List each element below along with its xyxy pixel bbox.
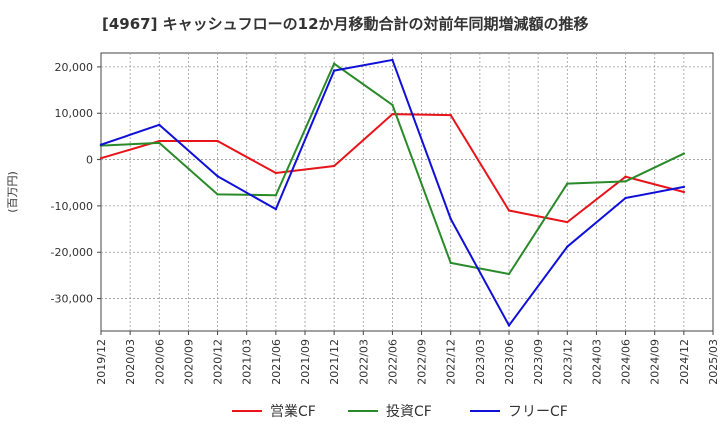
- x-tick-label: 2022/12: [445, 339, 458, 385]
- x-tick-label: 2023/06: [503, 339, 516, 385]
- y-tick-label: 0: [86, 154, 93, 167]
- x-tick-label: 2021/06: [270, 339, 283, 385]
- x-tick-label: 2024/06: [620, 339, 633, 385]
- x-tick-label: 2024/12: [678, 339, 691, 385]
- x-tick-label: 2024/09: [649, 339, 662, 385]
- data-point: [507, 324, 511, 327]
- data-point: [216, 139, 219, 143]
- data-point: [624, 180, 627, 183]
- x-tick-label: 2023/12: [561, 339, 574, 385]
- x-tick-label: 2023/03: [474, 339, 487, 385]
- data-point: [158, 139, 161, 143]
- data-point: [274, 207, 278, 211]
- data-point: [682, 190, 686, 194]
- y-tick-label: 10,000: [55, 107, 94, 120]
- data-point: [391, 103, 394, 107]
- data-point: [624, 175, 627, 178]
- y-tick-label: -10,000: [51, 200, 93, 213]
- x-tick-label: 2020/03: [124, 339, 137, 385]
- data-point: [449, 217, 452, 221]
- x-tick-label: 2020/12: [212, 339, 225, 385]
- chart-title: [4967] キャッシュフローの12か月移動合計の対前年同期増減額の推移: [102, 15, 589, 33]
- data-point: [507, 272, 511, 276]
- data-point: [332, 62, 336, 65]
- data-point: [566, 220, 569, 224]
- data-point: [391, 58, 394, 62]
- data-point: [99, 143, 103, 146]
- data-point: [682, 185, 686, 189]
- data-point: [332, 164, 336, 168]
- x-tick-label: 2021/12: [328, 339, 341, 385]
- y-tick-label: -20,000: [51, 246, 93, 259]
- x-tick-label: 2023/09: [532, 339, 545, 385]
- data-point: [566, 245, 569, 248]
- x-tick-label: 2025/03: [707, 339, 720, 385]
- x-tick-label: 2020/06: [153, 339, 166, 385]
- x-tick-label: 2022/03: [357, 339, 370, 385]
- y-tick-label: 20,000: [55, 61, 94, 74]
- legend-label: 営業CF: [270, 404, 316, 420]
- x-tick-label: 2022/06: [386, 339, 399, 385]
- x-tick-label: 2024/03: [590, 339, 603, 385]
- y-tick-label: -30,000: [51, 293, 93, 306]
- x-tick-label: 2020/09: [182, 339, 195, 385]
- x-tick-label: 2019/12: [95, 339, 108, 385]
- data-point: [682, 152, 686, 155]
- x-tick-label: 2021/03: [241, 339, 254, 385]
- data-point: [507, 209, 511, 212]
- x-tick-label: 2022/09: [416, 339, 429, 385]
- data-point: [449, 113, 452, 117]
- data-point: [391, 112, 394, 116]
- legend-label: 投資CF: [386, 404, 432, 420]
- data-point: [274, 171, 278, 175]
- data-point: [158, 123, 161, 127]
- data-point: [449, 261, 452, 265]
- y-axis-title: (百万円): [6, 171, 19, 213]
- data-point: [216, 193, 219, 196]
- data-point: [274, 194, 278, 197]
- data-point: [99, 156, 103, 160]
- data-point: [158, 141, 161, 145]
- data-point: [566, 182, 569, 185]
- x-tick-label: 2021/09: [299, 339, 312, 385]
- data-point: [216, 175, 219, 178]
- plot-area: [100, 52, 714, 332]
- data-point: [332, 69, 336, 72]
- legend-label: フリーCF: [508, 404, 568, 420]
- data-point: [624, 196, 627, 200]
